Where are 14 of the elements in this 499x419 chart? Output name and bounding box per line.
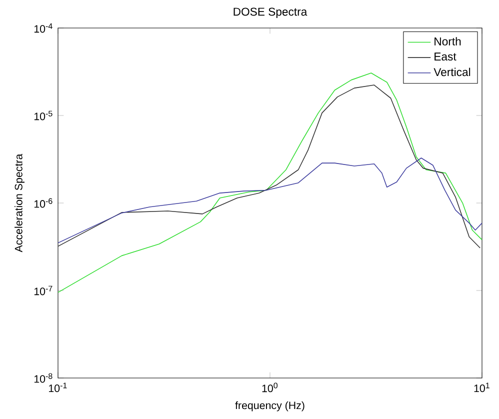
x-tick-label: 10$^{1}$ — [474, 382, 490, 392]
y-tick-label: 10$^{-6}$ — [34, 198, 52, 208]
x-tick-label: 10$^{0}$ — [262, 382, 278, 392]
y-tick-label: 10$^{-7}$ — [34, 286, 52, 296]
x-axis-title: frequency (Hz) — [235, 401, 304, 412]
y-axis-title: Acceleration Spectra — [14, 154, 24, 252]
legend-label: North — [434, 37, 461, 46]
y-tick-label: 10$^{-8}$ — [34, 373, 52, 383]
y-tick-label: 10$^{-5}$ — [34, 110, 52, 120]
y-tick-label: 10$^{-4}$ — [34, 23, 52, 33]
chart-title: DOSE Spectra — [234, 8, 308, 18]
x-tick-label: 10$^{-1}$ — [48, 382, 67, 392]
legend-label: East — [434, 52, 456, 61]
legend-label: Vertical — [434, 68, 470, 76]
